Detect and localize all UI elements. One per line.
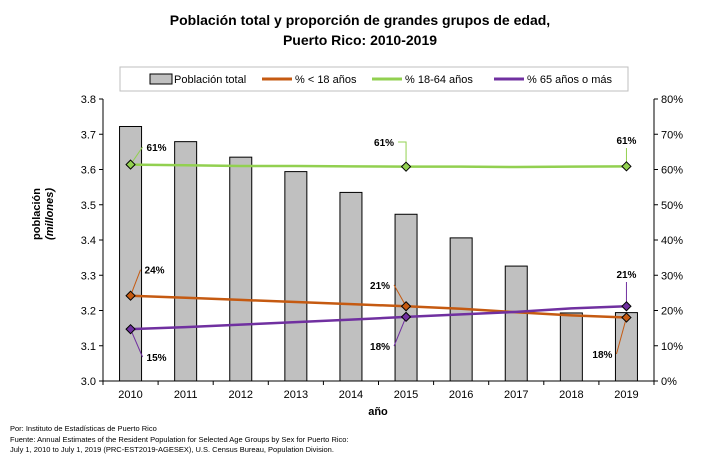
leader-65-plus-2015 bbox=[393, 316, 407, 347]
y-tick-label-3.3: 3.3 bbox=[81, 270, 96, 282]
bar-2015 bbox=[394, 213, 418, 382]
x-tick-label-2018: 2018 bbox=[559, 389, 583, 401]
y-axis-title-line1: población bbox=[31, 188, 43, 240]
marker-65-plus-2015 bbox=[400, 311, 412, 323]
source-notes: Por: Instituto de Estadísticas de Puerto… bbox=[10, 424, 700, 456]
marker-18-64-2019 bbox=[621, 161, 632, 172]
bar-2012 bbox=[229, 156, 253, 382]
leader-under-18-2019 bbox=[615, 317, 627, 355]
leader-18-64-2015 bbox=[398, 141, 407, 167]
y-tick-label-3.5: 3.5 bbox=[81, 200, 96, 212]
bar-2017 bbox=[504, 265, 528, 382]
leader-under-18-2015 bbox=[393, 284, 407, 307]
x-tick-label-2013: 2013 bbox=[284, 389, 308, 401]
label-65-plus-2015: 18% bbox=[370, 342, 390, 353]
chart: Población total y proporción de grandes … bbox=[31, 12, 683, 418]
marker-65-plus-2010 bbox=[125, 323, 136, 335]
y2-tick-label-40%: 40% bbox=[661, 235, 683, 247]
legend-label-under18: % < 18 años bbox=[295, 74, 357, 86]
x-axis-title: año bbox=[368, 406, 388, 418]
bar-2018 bbox=[559, 312, 583, 382]
x-tick-label-2010: 2010 bbox=[118, 389, 142, 401]
marker-18-64-2015 bbox=[400, 161, 412, 172]
y2-tick-label-70%: 70% bbox=[661, 129, 683, 141]
note-line-1: Por: Instituto de Estadísticas de Puerto… bbox=[10, 424, 157, 433]
chart-title-line2: Puerto Rico: 2010-2019 bbox=[283, 32, 437, 48]
line-series-65-plus bbox=[130, 305, 627, 331]
x-tick-label-2011: 2011 bbox=[174, 389, 198, 401]
chart-title-line1: Población total y proporción de grandes … bbox=[170, 12, 550, 28]
label-65-plus-2019: 21% bbox=[616, 270, 636, 281]
y2-tick-label-0%: 0% bbox=[661, 376, 677, 388]
y-tick-label-3.6: 3.6 bbox=[81, 165, 96, 177]
label-18-64-2015: 61% bbox=[374, 138, 394, 149]
y-tick-label-3.0: 3.0 bbox=[81, 376, 96, 388]
line-series-18-64 bbox=[130, 163, 627, 169]
leader-65-plus-2010 bbox=[130, 328, 144, 358]
y2-tick-label-10%: 10% bbox=[661, 341, 683, 353]
y-tick-label-3.1: 3.1 bbox=[81, 341, 96, 353]
marker-65-plus-2019 bbox=[621, 301, 632, 312]
label-65-plus-2010: 15% bbox=[147, 353, 167, 364]
label-under-18-2015: 21% bbox=[370, 281, 390, 292]
label-under-18-2010: 24% bbox=[145, 266, 165, 277]
x-tick-label-2016: 2016 bbox=[449, 389, 473, 401]
leader-under-18-2010 bbox=[130, 269, 142, 296]
bar-2013 bbox=[284, 171, 308, 382]
label-under-18-2019: 18% bbox=[592, 350, 612, 361]
label-18-64-2010: 61% bbox=[147, 143, 167, 154]
x-tick-label-2014: 2014 bbox=[339, 389, 363, 401]
y2-tick-label-20%: 20% bbox=[661, 306, 683, 318]
marker-18-64-2010 bbox=[125, 159, 136, 170]
y2-tick-label-80%: 80% bbox=[661, 94, 683, 106]
marker-under-18-2015 bbox=[400, 301, 412, 312]
y2-tick-label-50%: 50% bbox=[661, 200, 683, 212]
y-tick-label-3.7: 3.7 bbox=[81, 129, 96, 141]
note-line-2: Fuente: Annual Estimates of the Resident… bbox=[10, 434, 349, 444]
note-line-3: July 1, 2010 to July 1, 2019 (PRC-EST201… bbox=[10, 445, 334, 454]
legend-label-18to64: % 18-64 años bbox=[405, 74, 473, 86]
x-tick-label-2017: 2017 bbox=[504, 389, 528, 401]
bar-2011 bbox=[174, 141, 198, 382]
legend: Población total % < 18 años % 18-64 años… bbox=[119, 66, 629, 92]
y-tick-label-3.8: 3.8 bbox=[81, 94, 96, 106]
x-tick-label-2019: 2019 bbox=[614, 389, 638, 401]
x-tick-label-2015: 2015 bbox=[394, 389, 418, 401]
label-18-64-2019: 61% bbox=[616, 136, 636, 147]
legend-label-65plus: % 65 años o más bbox=[527, 74, 612, 86]
y-tick-label-3.4: 3.4 bbox=[81, 235, 96, 247]
y-axis-title-line2: (millones) bbox=[44, 188, 56, 240]
legend-swatch-bar bbox=[149, 73, 173, 85]
y-tick-label-3.2: 3.2 bbox=[81, 306, 96, 318]
y2-tick-label-30%: 30% bbox=[661, 270, 683, 282]
marker-under-18-2019 bbox=[621, 312, 632, 323]
x-tick-label-2012: 2012 bbox=[229, 389, 253, 401]
line-series-under-18 bbox=[130, 294, 627, 319]
marker-under-18-2010 bbox=[125, 290, 136, 301]
legend-label-bar: Población total bbox=[174, 74, 246, 86]
bar-2014 bbox=[339, 191, 363, 382]
y2-tick-label-60%: 60% bbox=[661, 165, 683, 177]
